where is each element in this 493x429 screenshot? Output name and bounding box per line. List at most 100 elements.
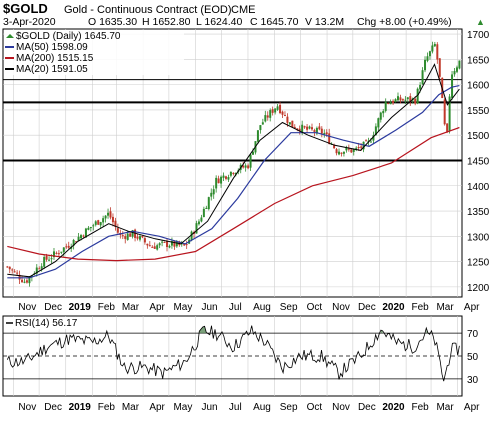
date-tick-label: Apr bbox=[149, 402, 165, 413]
price-candle-body bbox=[394, 99, 397, 102]
price-candle-body bbox=[97, 220, 100, 225]
price-candle-body bbox=[161, 241, 164, 243]
price-candle-body bbox=[212, 189, 215, 195]
price-candle-body bbox=[399, 97, 402, 101]
date-tick-label: Oct bbox=[307, 402, 323, 413]
price-legend-icon bbox=[6, 34, 14, 38]
price-candle-body bbox=[55, 252, 58, 254]
price-candle-body bbox=[28, 276, 31, 284]
price-legend: $GOLD (Daily) 1645.70 MA(50) 1598.09 MA(… bbox=[4, 30, 184, 75]
date-tick-label: Mar bbox=[122, 402, 140, 413]
price-candle-body bbox=[21, 279, 24, 283]
price-candle-body bbox=[293, 126, 296, 129]
rsi-tick-label: 70 bbox=[467, 329, 479, 340]
price-candle-body bbox=[220, 176, 223, 184]
price-candle-body bbox=[143, 238, 146, 243]
price-candle-body bbox=[190, 231, 193, 241]
price-candle-body bbox=[185, 244, 188, 246]
price-candle-body bbox=[347, 148, 350, 150]
price-candle-body bbox=[308, 126, 311, 129]
price-tick-label: 1500 bbox=[467, 131, 490, 142]
price-candle-body bbox=[183, 243, 186, 246]
legend-ma50: MA(50) 1598.09 bbox=[16, 42, 88, 53]
date-tick-label: 2020 bbox=[382, 302, 405, 313]
price-candle-body bbox=[261, 122, 264, 125]
quote-low: L 1624.40 bbox=[196, 16, 242, 28]
price-candle-body bbox=[387, 102, 390, 104]
price-candle-body bbox=[389, 102, 392, 105]
exchange-label: CME bbox=[231, 4, 255, 16]
price-candle-body bbox=[409, 96, 412, 102]
quote-change: Chg +8.00 (+0.49%) bbox=[357, 16, 452, 28]
price-candle-body bbox=[301, 124, 304, 133]
price-candle-body bbox=[8, 266, 11, 270]
date-tick-label: Dec bbox=[358, 402, 376, 413]
price-candle-body bbox=[279, 104, 282, 114]
price-candle-body bbox=[121, 235, 124, 237]
price-candle-body bbox=[195, 223, 198, 234]
price-candle-body bbox=[286, 116, 289, 123]
date-tick-label: Feb bbox=[98, 402, 116, 413]
price-candle-body bbox=[266, 115, 269, 118]
price-candle-body bbox=[13, 271, 16, 273]
price-candle-body bbox=[438, 58, 441, 77]
moving-average-lines bbox=[7, 63, 460, 279]
rsi-axis-labels: 30 50 70 bbox=[467, 329, 479, 386]
price-candle-body bbox=[163, 241, 166, 243]
date-tick-label: May bbox=[173, 402, 192, 413]
price-tick-label: 1700 bbox=[467, 30, 490, 41]
price-candle-body bbox=[360, 146, 363, 148]
price-candle-body bbox=[252, 151, 255, 155]
date-tick-label: Apr bbox=[464, 302, 480, 313]
rsi-tick-label: 50 bbox=[467, 352, 479, 363]
price-candle-body bbox=[52, 251, 55, 258]
price-candle-body bbox=[217, 178, 220, 184]
price-candle-body bbox=[333, 144, 336, 149]
price-candle-body bbox=[406, 97, 409, 100]
price-candle-body bbox=[392, 100, 395, 104]
date-tick-label: Nov bbox=[332, 402, 350, 413]
date-tick-label: Jun bbox=[201, 302, 217, 313]
price-tick-label: 1400 bbox=[467, 182, 490, 193]
price-candle-body bbox=[369, 141, 372, 143]
price-candle-body bbox=[443, 99, 446, 125]
price-candle-body bbox=[458, 60, 461, 69]
price-candle-body bbox=[416, 88, 419, 104]
price-candle-body bbox=[379, 112, 382, 120]
price-candle-body bbox=[92, 225, 95, 227]
date-tick-label: Jul bbox=[229, 402, 242, 413]
date-tick-label: Apr bbox=[464, 402, 480, 413]
price-candle-body bbox=[116, 228, 119, 233]
price-candle-body bbox=[200, 217, 203, 222]
price-candle-body bbox=[60, 251, 63, 253]
price-candle-body bbox=[158, 243, 161, 246]
contract-name: Gold - Continuous Contract (EOD) bbox=[64, 4, 232, 16]
rsi-overbought-area bbox=[199, 326, 207, 334]
price-candle-body bbox=[111, 216, 114, 223]
price-candle-body bbox=[274, 108, 277, 113]
ma50-line bbox=[7, 85, 460, 279]
price-candle-body bbox=[35, 267, 38, 274]
price-tick-label: 1300 bbox=[467, 232, 490, 243]
price-candle-body bbox=[80, 235, 83, 239]
price-candle-body bbox=[50, 258, 53, 260]
price-tick-label: 1600 bbox=[467, 81, 490, 92]
ma200-line bbox=[7, 126, 460, 262]
quote-high: H 1652.80 bbox=[142, 16, 191, 28]
date-tick-label: Sep bbox=[280, 302, 298, 313]
date-tick-label: Nov bbox=[332, 302, 350, 313]
rsi-tick-label: 30 bbox=[467, 375, 479, 386]
rsi-series-line bbox=[6, 325, 460, 382]
price-candle-body bbox=[419, 84, 422, 90]
price-candle-body bbox=[431, 45, 434, 52]
price-candle-body bbox=[249, 154, 252, 168]
price-candle-body bbox=[244, 165, 247, 168]
price-candle-body bbox=[23, 281, 26, 283]
price-candle-body bbox=[107, 212, 110, 216]
price-candle-body bbox=[242, 165, 245, 168]
date-tick-label: Nov bbox=[18, 402, 36, 413]
rsi-gridlines bbox=[3, 316, 462, 396]
price-candle-body bbox=[306, 126, 309, 130]
price-candle-body bbox=[114, 220, 117, 227]
price-candle-body bbox=[310, 127, 313, 130]
